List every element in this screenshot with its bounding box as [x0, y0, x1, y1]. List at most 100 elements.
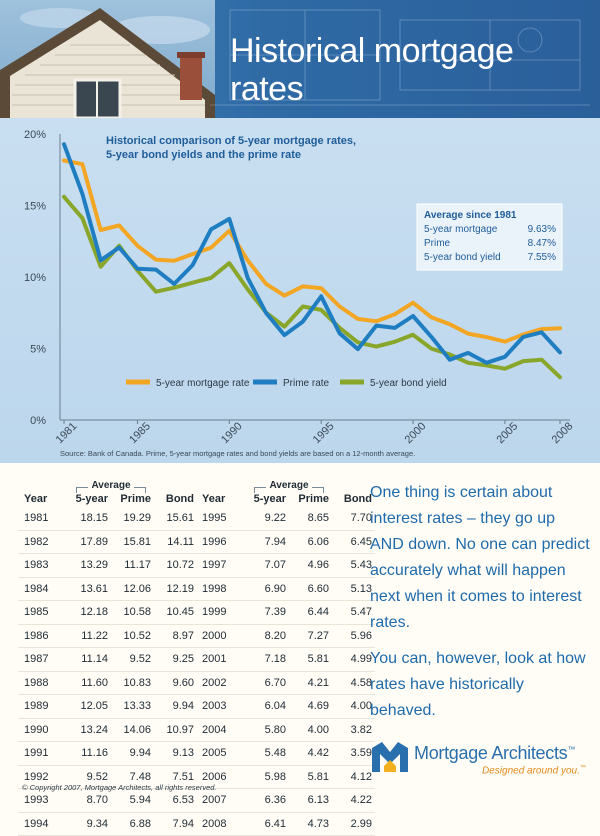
chart-title-line-2: 5-year bond yields and the prime rate: [106, 149, 301, 161]
cell-bond: 7.70: [332, 507, 375, 531]
logo-name: Mortgage Architects™: [414, 743, 576, 763]
cell-prime: 6.13: [289, 788, 332, 813]
blueprint-pattern: [210, 9, 590, 106]
house-photo: [0, 0, 215, 118]
cell-bond: 7.51: [154, 765, 197, 789]
series-line-prime-rate: [62, 142, 562, 365]
averages-heading: Average since 1981: [424, 210, 517, 221]
cell-bond: 4.00: [332, 694, 375, 719]
legend-label-bond: 5-year bond yield: [370, 378, 447, 389]
cell-year: 2002: [196, 671, 246, 695]
cell-5-year: 13.61: [68, 577, 111, 601]
legend: 5-year mortgage rate Prime rate 5-year b…: [126, 378, 447, 389]
mortgage-architects-logo: Mortgage Architects™ Designed around you…: [370, 740, 595, 782]
cell-5-year: 5.48: [246, 741, 289, 766]
header-bond: Bond: [343, 493, 372, 505]
cell-year: 1996: [196, 530, 246, 554]
cell-year: 2006: [196, 765, 246, 789]
cell-5-year: 13.29: [68, 553, 111, 578]
table-row: 1997 7.07 4.96 5.43: [196, 553, 375, 578]
cell-5-year: 12.18: [68, 600, 111, 625]
cell-bond: 5.13: [332, 577, 375, 601]
cell-bond: 4.12: [332, 765, 375, 789]
cell-5-year: 6.41: [246, 812, 289, 836]
x-tick-label: 1985: [127, 420, 153, 446]
average-header: Average: [68, 480, 154, 493]
cell-prime: 9.52: [111, 647, 154, 672]
cell-bond: 9.60: [154, 671, 197, 695]
cell-5-year: 12.05: [68, 694, 111, 719]
cell-5-year: 6.36: [246, 788, 289, 813]
cell-bond: 5.96: [332, 624, 375, 648]
cell-prime: 10.83: [111, 671, 154, 695]
cell-prime: 4.69: [289, 694, 332, 719]
table-row: 1985 12.18 10.58 10.45: [18, 600, 197, 625]
series-lines: [62, 142, 562, 380]
cell-bond: 4.58: [332, 671, 375, 695]
header-year: Year: [24, 493, 48, 505]
cell-year: 2003: [196, 694, 246, 719]
header-5-year: 5-year: [253, 493, 286, 505]
average-label-prime: Prime: [424, 238, 451, 249]
cell-bond: 10.45: [154, 600, 197, 625]
logo-tagline: Designed around you.™: [482, 765, 586, 777]
cell-5-year: 9.34: [68, 812, 111, 836]
cell-year: 2005: [196, 741, 246, 766]
cell-prime: 4.42: [289, 741, 332, 766]
cell-year: 1997: [196, 553, 246, 578]
cell-year: 2000: [196, 624, 246, 648]
header-year: Year: [202, 493, 226, 505]
average-header: Average: [246, 480, 332, 493]
cell-year: 1995: [196, 507, 246, 531]
cell-prime: 4.21: [289, 671, 332, 695]
cell-5-year: 9.22: [246, 507, 289, 531]
table-row: 2000 8.20 7.27 5.96: [196, 624, 375, 648]
cell-year: 2007: [196, 788, 246, 813]
table-row: 1992 9.52 7.48 7.51: [18, 765, 197, 789]
y-tick-label: 5%: [30, 344, 46, 356]
cell-bond: 4.99: [332, 647, 375, 672]
table-row: 1998 6.90 6.60 5.13: [196, 577, 375, 601]
x-tick-label: 1981: [54, 420, 80, 446]
cell-bond: 3.59: [332, 741, 375, 766]
header-bond: Bond: [165, 493, 194, 505]
side-copy: One thing is certain about interest rate…: [370, 480, 590, 734]
table-row: 1986 11.22 10.52 8.97: [18, 624, 197, 648]
table-row: 1991 11.16 9.94 9.13: [18, 741, 197, 766]
cell-prime: 13.33: [111, 694, 154, 719]
cell-5-year: 11.22: [68, 624, 111, 648]
cell-5-year: 17.89: [68, 530, 111, 554]
cell-year: 1998: [196, 577, 246, 601]
cell-year: 1982: [18, 530, 68, 554]
header-prime: Prime: [298, 493, 329, 505]
cell-5-year: 8.70: [68, 788, 111, 813]
cell-year: 1991: [18, 741, 68, 766]
cell-5-year: 7.07: [246, 553, 289, 578]
table-row: 2002 6.70 4.21 4.58: [196, 671, 375, 695]
cell-prime: 4.73: [289, 812, 332, 836]
cell-5-year: 6.70: [246, 671, 289, 695]
cell-prime: 7.48: [111, 765, 154, 789]
chart-panel: Historical comparison of 5-year mortgage…: [0, 118, 600, 463]
cell-bond: 5.47: [332, 600, 375, 625]
cell-prime: 10.52: [111, 624, 154, 648]
cell-bond: 7.94: [154, 812, 197, 836]
table-row: 1984 13.61 12.06 12.19: [18, 577, 197, 601]
cell-5-year: 7.18: [246, 647, 289, 672]
cell-5-year: 11.14: [68, 647, 111, 672]
cell-year: 1994: [18, 812, 68, 836]
chart-title-line-1: Historical comparison of 5-year mortgage…: [106, 135, 356, 147]
table-row: 1981 18.15 19.29 15.61: [18, 507, 197, 531]
x-tick-label: 1995: [311, 420, 337, 446]
table-row: 1999 7.39 6.44 5.47: [196, 600, 375, 625]
table-row: 1982 17.89 15.81 14.11: [18, 530, 197, 554]
y-tick-label: 20%: [24, 129, 46, 141]
cell-prime: 6.88: [111, 812, 154, 836]
cell-year: 1999: [196, 600, 246, 625]
cell-bond: 2.99: [332, 812, 375, 836]
series-line-mortgage-rate: [62, 158, 562, 344]
cell-prime: 15.81: [111, 530, 154, 554]
side-copy-paragraph-1: One thing is certain about interest rate…: [370, 484, 590, 631]
copyright-notice: © Copyright 2007, Mortgage Architects, a…: [22, 783, 217, 792]
table-row: 1995 9.22 8.65 7.70: [196, 507, 375, 531]
